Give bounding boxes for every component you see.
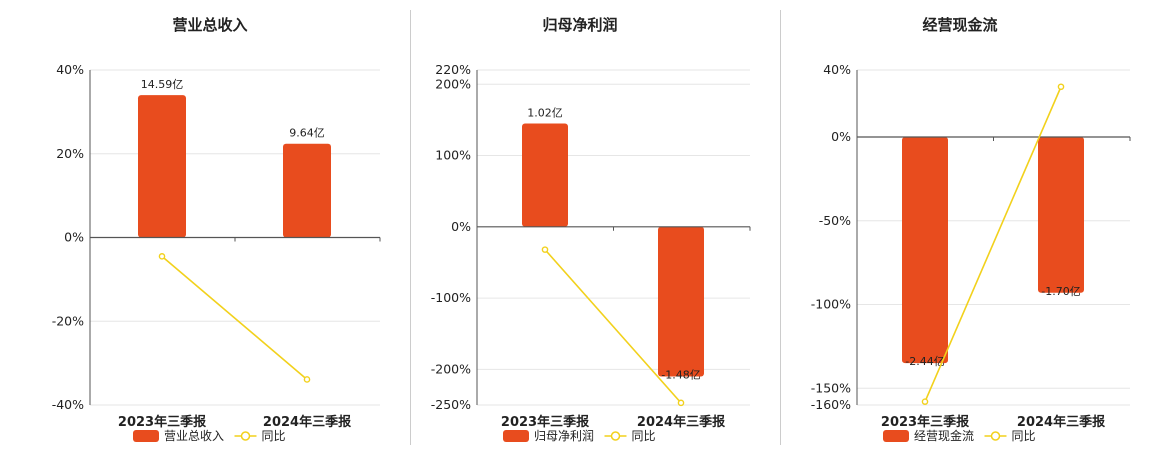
category-label: 2023年三季报	[501, 414, 590, 430]
line-point	[1057, 83, 1065, 91]
legend-swatch-bar	[133, 430, 159, 442]
legend-swatch-point	[990, 431, 1001, 441]
y-tick-label: -250%	[431, 397, 471, 412]
legend-swatch-point	[610, 431, 621, 441]
legend-swatch-bar	[883, 430, 909, 442]
data-label: 14.59亿	[141, 78, 184, 91]
chart-title: 营业总收入	[172, 16, 247, 34]
y-tick-label: 0%	[451, 219, 471, 234]
y-tick-label: 40%	[823, 62, 851, 77]
y-tick-label: -100%	[811, 297, 851, 312]
y-tick-label: -200%	[431, 361, 471, 376]
y-tick-label: 40%	[56, 62, 84, 77]
y-tick-label: 100%	[435, 148, 471, 163]
line-point	[921, 398, 929, 405]
chart-title: 经营现金流	[922, 16, 997, 34]
category-label: 2024年三季报	[637, 414, 726, 430]
bar	[522, 123, 568, 227]
bar	[902, 137, 948, 364]
y-tick-label: -50%	[819, 213, 851, 228]
legend-swatch-point	[240, 431, 251, 441]
legend-label: 同比	[1012, 429, 1036, 443]
data-label: -2.44亿	[905, 355, 944, 368]
line-point	[158, 253, 166, 260]
y-tick-label: -150%	[811, 380, 851, 395]
line-point	[303, 376, 311, 383]
data-label: -1.48亿	[661, 368, 700, 381]
data-label: -1.70亿	[1041, 285, 1080, 298]
legend-label: 营业总收入	[164, 429, 224, 443]
legend-swatch-bar	[503, 430, 529, 442]
series-line	[161, 255, 308, 381]
y-tick-label: -160%	[811, 397, 851, 412]
data-label: 9.64亿	[289, 127, 325, 140]
bar	[1038, 137, 1084, 293]
line-point	[541, 246, 549, 253]
chart-title: 归母净利润	[542, 16, 617, 34]
bar	[283, 143, 331, 238]
y-tick-label: 0%	[64, 230, 84, 245]
y-tick-label: -40%	[52, 397, 84, 412]
legend-label: 同比	[632, 429, 656, 443]
y-tick-label: 220%	[435, 62, 471, 77]
legend-label: 归母净利润	[534, 429, 594, 443]
category-label: 2024年三季报	[263, 414, 352, 430]
data-label: 1.02亿	[527, 106, 563, 119]
legend-label: 同比	[262, 429, 286, 443]
line-point	[677, 399, 685, 407]
legend-label: 经营现金流	[914, 428, 974, 443]
y-tick-label: 0%	[831, 129, 851, 144]
y-tick-label: -100%	[431, 290, 471, 305]
bar	[658, 226, 704, 377]
bar	[138, 95, 186, 238]
category-label: 2024年三季报	[1017, 414, 1106, 430]
series-line	[924, 86, 1062, 402]
series-line	[544, 249, 682, 404]
category-label: 2023年三季报	[118, 414, 207, 430]
y-tick-label: 20%	[56, 146, 84, 161]
y-tick-label: 200%	[435, 76, 471, 91]
category-label: 2023年三季报	[881, 414, 970, 430]
y-tick-label: -20%	[52, 313, 84, 328]
